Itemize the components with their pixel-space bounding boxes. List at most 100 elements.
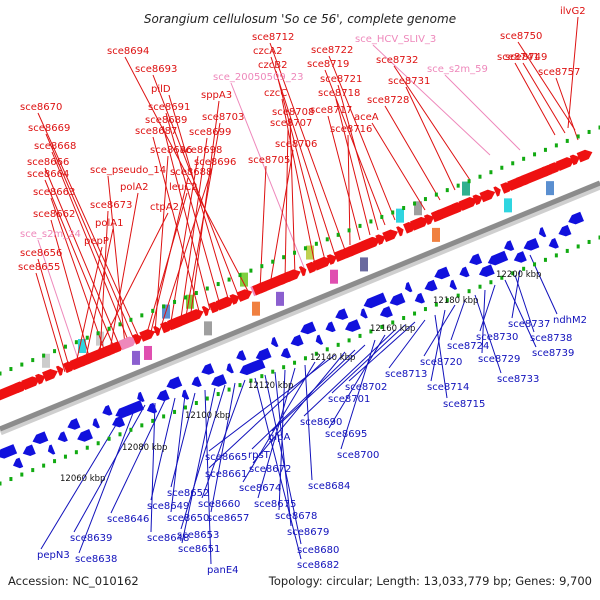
reverse-gene-label: sce8660 — [198, 499, 240, 510]
reverse-gene-arrow — [191, 376, 202, 388]
reverse-gene-arrow — [548, 238, 559, 249]
reverse-gene-label: sce8638 — [75, 554, 117, 565]
forward-gene-label: sce8708 — [272, 107, 314, 118]
reverse-gene-label: sce8695 — [325, 429, 367, 440]
reverse-gene-label: sce8649 — [147, 501, 189, 512]
reverse-gene-arrow — [315, 334, 324, 345]
reverse-gene-arrow — [47, 444, 56, 455]
feature-block — [42, 353, 50, 368]
label-connector — [170, 392, 196, 488]
tick-mark — [205, 396, 209, 401]
tick-mark — [293, 360, 297, 365]
label-connector — [107, 175, 126, 346]
reverse-gene-label: sce8713 — [385, 369, 427, 380]
genome-backbone — [0, 180, 600, 436]
tick-mark — [445, 298, 449, 303]
reverse-gene-label: sce8672 — [249, 464, 291, 475]
forward-gene-arrow — [236, 289, 253, 302]
forward-gene-label: sce8655 — [18, 262, 60, 273]
feature-block — [204, 321, 212, 336]
tick-mark — [314, 351, 318, 356]
label-connector — [159, 167, 213, 331]
forward-gene-arrow — [278, 274, 289, 285]
forward-gene-label: sce8668 — [34, 141, 76, 152]
forward-gene-arrow — [541, 166, 550, 177]
feature-bands — [42, 181, 554, 368]
tick-mark — [227, 387, 231, 392]
label-connector — [271, 344, 366, 432]
tick-mark — [489, 170, 493, 175]
label-connector — [37, 258, 71, 371]
kbp-tick-label: 12120 kbp — [248, 381, 293, 391]
forward-gene-arrow — [229, 294, 240, 305]
label-connector — [40, 409, 126, 550]
tick-mark — [413, 201, 417, 206]
reverse-gene-label: sce8700 — [337, 450, 379, 461]
forward-gene-label: sce8721 — [320, 74, 362, 85]
label-connector — [44, 179, 116, 351]
forward-gene-label: czcC — [264, 88, 287, 99]
tick-mark — [53, 459, 57, 464]
kbp-ticks: 12060 kbp 12080 kbp 12100 kbp 12120 kbp 1214… — [0, 125, 600, 486]
tick-mark — [107, 326, 111, 331]
forward-gene-label: pilD — [151, 84, 171, 95]
label-connector — [430, 309, 446, 382]
reverse-gene-arrow — [156, 389, 170, 402]
tick-mark — [380, 214, 384, 219]
tick-mark — [129, 427, 133, 432]
tick-mark — [205, 286, 209, 291]
reverse-gene-arrow — [513, 251, 527, 263]
label-connector — [474, 294, 502, 374]
forward-gene-arrow — [298, 266, 307, 277]
forward-gene-label: sce8664 — [27, 169, 69, 180]
feature-block — [414, 201, 422, 216]
tick-mark — [347, 228, 351, 233]
label-connector — [150, 402, 156, 533]
forward-gene-arrow — [382, 229, 399, 243]
reverse-gene-arrow — [389, 292, 406, 306]
label-connector — [37, 239, 81, 366]
kbp-tick-label: 12080 kbp — [122, 443, 167, 453]
label-connector — [337, 84, 379, 231]
label-connector — [522, 62, 566, 134]
feature-block — [306, 245, 314, 260]
reverse-gene-arrow — [538, 227, 547, 238]
tick-mark — [347, 338, 351, 343]
reverse-gene-label: sce8715 — [443, 399, 485, 410]
reverse-gene-arrow — [280, 347, 292, 359]
forward-gene-label: sce8731 — [388, 76, 430, 87]
forward-gene-label: aceA — [354, 112, 379, 123]
feature-block — [396, 208, 404, 223]
reverse-gene-label: sce8737 — [508, 319, 550, 330]
tick-mark — [183, 295, 187, 300]
forward-gene-label: sce8689 — [145, 115, 187, 126]
reverse-gene-label: sce8675 — [254, 499, 296, 510]
reverse-gene-arrow — [181, 389, 190, 400]
reverse-gene-label: sce8730 — [476, 332, 518, 343]
kbp-tick-label: 12160 kbp — [370, 324, 415, 334]
forward-gene-label: sce8663 — [33, 187, 75, 198]
tick-mark — [380, 324, 384, 329]
forward-gene-arrow — [187, 309, 204, 322]
reverse-gene-arrow — [271, 336, 279, 348]
tick-mark — [456, 293, 460, 298]
tick-mark — [140, 423, 144, 428]
reverse-gene-label: sce8678 — [275, 511, 317, 522]
tick-mark — [194, 400, 198, 405]
forward-gene-label: sce8662 — [33, 209, 75, 220]
tick-mark — [31, 468, 35, 473]
tick-mark — [576, 134, 580, 139]
tick-mark — [9, 477, 13, 482]
forward-gene-arrow — [569, 154, 580, 166]
reverse-gene-arrow — [211, 374, 227, 387]
label-connector — [154, 155, 169, 334]
forward-gene-label: sce_s2m_59 — [427, 64, 488, 75]
reverse-gene-arrow — [57, 431, 68, 442]
reverse-gene-label: sce8714 — [427, 382, 469, 393]
kbp-tick-label: 12200 kbp — [496, 270, 541, 280]
forward-gene-label: polA2 — [120, 182, 148, 193]
label-connector — [78, 407, 136, 554]
tick-mark — [543, 147, 547, 152]
tick-mark — [74, 450, 78, 455]
feature-block — [78, 339, 86, 354]
